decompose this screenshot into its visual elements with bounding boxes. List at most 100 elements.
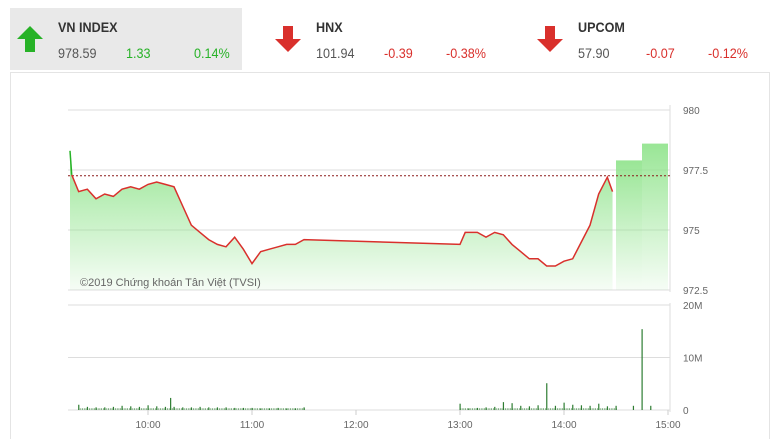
volume-bar — [304, 408, 305, 410]
volume-bar — [156, 408, 158, 410]
index-change: -0.07 — [646, 45, 675, 61]
volume-bar — [179, 408, 180, 410]
volume-bar — [236, 408, 238, 410]
volume-bar — [142, 408, 144, 410]
volume-bar — [480, 408, 482, 410]
volume-bar — [563, 402, 565, 410]
watermark: ©2019 Chứng khoán Tân Việt (TVSI) — [80, 277, 261, 289]
volume-bar — [97, 408, 99, 410]
volume-bar — [241, 408, 243, 410]
volume-bar — [551, 408, 553, 410]
volume-bar — [132, 408, 134, 410]
volume-bar — [80, 408, 82, 410]
volume-bar — [234, 408, 236, 410]
volume-bar — [557, 408, 558, 410]
volume-bar — [473, 408, 475, 410]
volume-bar — [562, 408, 564, 410]
volume-bar — [212, 408, 213, 410]
volume-bar — [616, 408, 617, 410]
index-name: UPCOM — [578, 19, 625, 35]
volume-bar — [558, 408, 560, 410]
volume-bar — [536, 408, 538, 410]
index-tile-upcom[interactable]: UPCOM 57.90 -0.07 -0.12% — [530, 8, 762, 70]
volume-bar — [511, 403, 513, 410]
volume-bar — [167, 408, 168, 410]
volume-bar — [272, 408, 274, 410]
volume-bar — [78, 404, 80, 410]
volume-bar — [141, 408, 142, 410]
volume-bar — [581, 408, 583, 410]
volume-bar — [257, 408, 258, 410]
volume-bar — [586, 408, 588, 410]
y-tick-label: 10M — [683, 354, 702, 365]
volume-bar — [144, 408, 146, 410]
y-tick-label: 977.5 — [683, 166, 708, 177]
volume-bar — [515, 408, 517, 410]
volume-bar — [87, 408, 89, 410]
volume-bar — [210, 408, 212, 410]
volume-bar — [161, 408, 163, 410]
volume-bar — [512, 408, 513, 410]
y-tick-label: 975 — [683, 226, 700, 237]
index-name: HNX — [316, 19, 343, 35]
volume-bar — [300, 408, 302, 410]
volume-bar — [153, 408, 154, 410]
volume-bar — [501, 408, 503, 410]
volume-bar — [302, 408, 304, 410]
volume-bar — [170, 397, 172, 410]
volume-bar — [489, 408, 491, 410]
volume-bar — [137, 408, 139, 410]
volume-bar — [248, 408, 250, 410]
arrow-down-icon — [275, 26, 301, 52]
volume-bar — [276, 408, 278, 410]
volume-bar — [271, 408, 272, 410]
volume-bar — [553, 408, 555, 410]
volume-bar — [510, 408, 512, 410]
volume-bar — [274, 408, 276, 410]
index-tile-vn-index[interactable]: VN INDEX 978.59 1.33 0.14% — [10, 8, 242, 70]
volume-bar — [572, 404, 574, 410]
volume-bar — [569, 408, 570, 410]
volume-bar — [130, 408, 132, 410]
chart-frame — [10, 72, 770, 439]
volume-bar — [182, 408, 184, 410]
volume-bar — [226, 408, 227, 410]
volume-bar — [90, 408, 92, 410]
volume-bar — [215, 408, 217, 410]
volume-bar — [491, 408, 492, 410]
index-percent: -0.12% — [708, 45, 748, 61]
volume-bar — [506, 408, 508, 410]
volume-bar — [291, 408, 293, 410]
volume-bar — [565, 408, 567, 410]
volume-bar — [522, 408, 524, 410]
volume-bar — [135, 408, 137, 410]
volume-bar — [160, 408, 161, 410]
volume-bar — [232, 408, 234, 410]
volume-bar — [532, 408, 534, 410]
volume-bar — [224, 408, 226, 410]
y-tick-label: 972.5 — [683, 286, 708, 297]
volume-bar — [102, 408, 104, 410]
closing-auction-area — [642, 143, 668, 290]
volume-bar — [534, 408, 536, 410]
volume-bar — [250, 408, 252, 410]
volume-bar — [205, 408, 206, 410]
volume-bar — [168, 408, 170, 410]
index-change: 1.33 — [126, 45, 151, 61]
index-tile-hnx[interactable]: HNX 101.94 -0.39 -0.38% — [268, 8, 500, 70]
x-tick-label: 13:00 — [447, 420, 472, 431]
volume-bar — [189, 408, 191, 410]
volume-bar — [158, 408, 160, 410]
volume-bar — [227, 408, 229, 410]
volume-bar — [191, 408, 193, 410]
y-tick-label: 0 — [683, 406, 689, 417]
volume-bar — [609, 408, 610, 410]
volume-bar — [503, 408, 505, 410]
index-percent: 0.14% — [194, 45, 230, 61]
volume-bar — [283, 408, 284, 410]
volume-bar — [595, 408, 596, 410]
volume-bar — [231, 408, 232, 410]
volume-bar — [245, 408, 246, 410]
volume-bar — [499, 408, 501, 410]
